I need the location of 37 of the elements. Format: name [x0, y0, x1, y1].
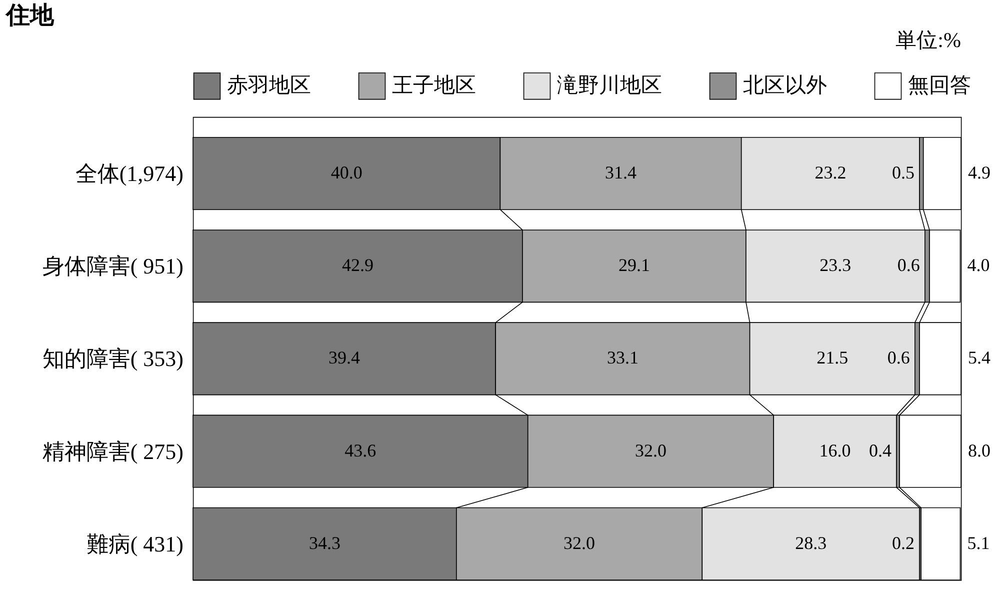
y-tick-label: 知的障害( 353) [42, 346, 184, 372]
chart-title: 住地 [5, 1, 55, 29]
legend-label: 無回答 [908, 73, 971, 98]
data-label: 8.0 [968, 440, 990, 460]
data-label: 40.0 [330, 162, 362, 182]
legend-label: 滝野川地区 [557, 73, 662, 98]
data-label: 0.5 [892, 162, 915, 182]
y-tick-label: 身体障害( 951) [42, 254, 184, 279]
data-label: 23.2 [814, 162, 846, 182]
data-label: 5.4 [968, 348, 990, 368]
data-label: 28.3 [795, 532, 827, 553]
data-label: 0.6 [887, 348, 910, 368]
data-label: 21.5 [816, 348, 848, 368]
data-label: 5.1 [967, 532, 990, 553]
data-label: 32.0 [564, 532, 596, 553]
data-label: 0.4 [868, 440, 892, 460]
data-label: 4.0 [967, 255, 990, 276]
data-label: 29.1 [618, 255, 650, 276]
data-label: 39.4 [328, 348, 360, 368]
legend-label: 王子地区 [392, 73, 476, 98]
y-tick-label: 精神障害( 275) [42, 438, 184, 464]
data-label: 0.6 [897, 255, 920, 276]
data-label: 33.1 [606, 348, 638, 368]
data-label: 31.4 [605, 162, 637, 182]
legend-label: 赤羽地区 [227, 73, 311, 98]
data-label: 23.3 [820, 255, 852, 276]
data-label: 4.9 [968, 162, 990, 182]
data-label: 32.0 [634, 440, 666, 460]
text: 単位:% [896, 28, 961, 52]
data-label: 42.9 [342, 255, 374, 276]
y-tick-label: 難病( 431) [86, 531, 184, 556]
data-label: 0.2 [892, 532, 915, 553]
data-label: 16.0 [819, 440, 851, 460]
y-tick-label: 全体(1,974) [75, 160, 184, 186]
data-label: 43.6 [344, 440, 376, 460]
legend-label: 北区以外 [743, 73, 827, 98]
data-label: 34.3 [308, 532, 340, 553]
